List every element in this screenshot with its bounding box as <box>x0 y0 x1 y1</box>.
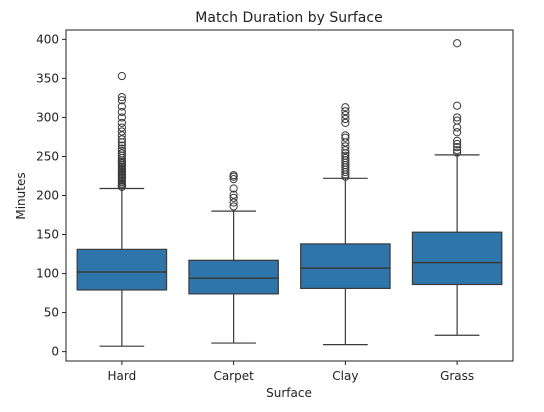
y-tick-label: 350 <box>36 71 59 85</box>
outlier-point <box>117 71 126 81</box>
plot-frame <box>65 29 514 362</box>
outlier-point <box>117 102 126 111</box>
outlier-point <box>453 128 462 137</box>
outlier-point <box>229 193 238 202</box>
box-grass <box>411 39 503 336</box>
outlier-point <box>341 146 350 155</box>
outlier-point <box>341 153 350 163</box>
outlier-point <box>453 148 462 157</box>
outlier-point <box>117 123 126 132</box>
outlier-point <box>229 175 238 184</box>
outlier-point <box>341 114 350 124</box>
outlier-point <box>117 146 126 156</box>
box-iqr <box>300 243 391 289</box>
outlier-point <box>453 116 462 125</box>
y-axis: 0 50 100 150 200 250 300 350 400 <box>36 32 66 359</box>
box-iqr <box>411 231 503 286</box>
outlier-point <box>341 110 350 120</box>
outlier-point <box>117 127 126 136</box>
outlier-point <box>341 118 350 127</box>
outlier-point <box>453 146 462 155</box>
x-tick-label: Clay <box>332 369 358 383</box>
outlier-point <box>117 131 126 140</box>
x-axis-label: Surface <box>266 386 312 400</box>
outlier-point <box>341 107 350 116</box>
box-hard <box>76 71 168 347</box>
x-tick-label: Grass <box>440 369 474 383</box>
x-axis: Hard Carpet Clay Grass <box>108 361 474 383</box>
box-clay <box>300 103 391 346</box>
outlier-point <box>229 190 238 199</box>
outlier-point <box>341 131 350 140</box>
outlier-point <box>341 142 350 151</box>
outlier-point <box>117 93 126 102</box>
outlier-point <box>229 198 238 207</box>
y-tick-label: 150 <box>36 228 59 242</box>
y-tick-label: 250 <box>36 149 59 163</box>
y-tick-label: 100 <box>36 267 59 281</box>
outlier-point <box>117 113 126 122</box>
outlier-point <box>453 101 462 110</box>
x-tick-label: Carpet <box>213 369 254 383</box>
outlier-point <box>229 171 238 180</box>
outlier-point <box>117 118 126 127</box>
chart-title: Match Duration by Surface <box>195 10 382 26</box>
outlier-point <box>117 141 126 150</box>
outlier-point <box>453 142 462 152</box>
outlier-point <box>453 139 462 149</box>
outlier-point <box>453 136 462 145</box>
outlier-point <box>117 144 126 153</box>
outlier-point <box>117 149 126 158</box>
outlier-point <box>229 202 238 211</box>
x-tick-label: Hard <box>108 369 137 383</box>
outlier-point <box>341 133 350 142</box>
y-tick-label: 200 <box>36 189 59 203</box>
box-carpet <box>188 171 279 344</box>
outlier-point <box>453 123 462 132</box>
outlier-point <box>117 96 126 105</box>
y-tick-label: 300 <box>36 110 59 124</box>
outlier-point <box>453 113 462 122</box>
box-iqr <box>188 259 279 295</box>
outlier-point <box>453 39 462 48</box>
y-tick-label: 0 <box>51 345 59 359</box>
outlier-point <box>117 107 126 117</box>
y-axis-label: Minutes <box>14 172 28 219</box>
box-iqr <box>76 248 168 291</box>
outlier-point <box>341 151 350 160</box>
outlier-point <box>341 103 350 112</box>
y-tick-label: 400 <box>36 32 59 46</box>
outlier-point <box>117 135 126 144</box>
boxes-group <box>76 39 503 347</box>
outlier-point <box>229 184 238 193</box>
y-tick-label: 50 <box>44 306 59 320</box>
